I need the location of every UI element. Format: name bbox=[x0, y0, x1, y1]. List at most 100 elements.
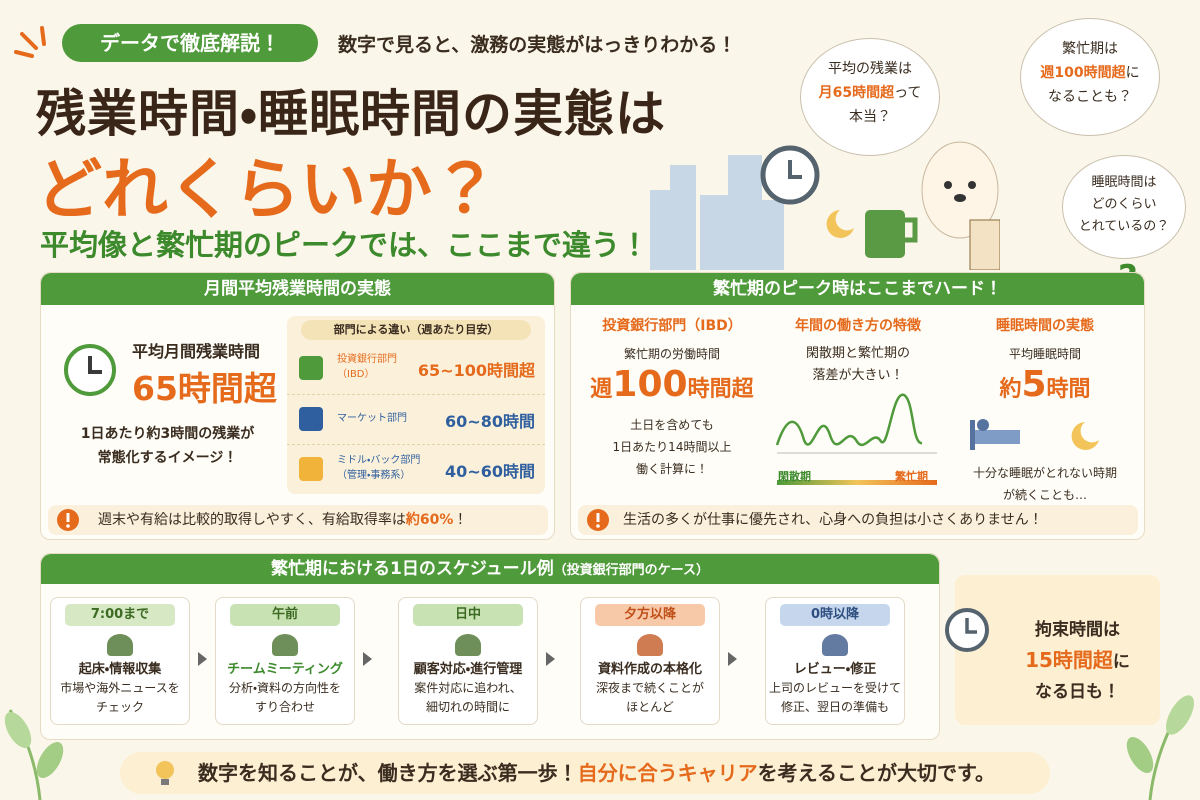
step-icon bbox=[822, 634, 848, 656]
illustration bbox=[650, 141, 1000, 270]
step-time: 午前 bbox=[230, 604, 340, 626]
value-suffix: 時間超 bbox=[687, 377, 754, 402]
bubble-text: とれているの？ bbox=[1078, 219, 1170, 234]
summary-text: なる日も！ bbox=[1035, 682, 1120, 702]
alert: 生活の多くが仕事に優先され、心身への負担は小さくありません！ bbox=[578, 505, 1138, 535]
step-head: 資料作成の本格化 bbox=[597, 662, 702, 677]
value-number: 100 bbox=[612, 364, 688, 405]
title-line1: 残業時間・睡眠時間の実態は bbox=[36, 85, 666, 143]
bubble-text: 睡眠時間は bbox=[1091, 175, 1157, 190]
note-line: 土日を含めても bbox=[630, 418, 714, 432]
step-line: 修正、翌日の準備も bbox=[780, 700, 889, 714]
step-time: 7:00まで bbox=[65, 604, 175, 626]
footer: 数字を知ることが、働き方を選ぶ第一歩！自分に合うキャリアを考えることが大切です。 bbox=[120, 752, 1050, 794]
dept-name: ミドル・バック部門 （管理・事務系） bbox=[337, 453, 420, 483]
step-head: 起床・情報収集 bbox=[78, 662, 162, 677]
step-icon bbox=[637, 634, 663, 656]
schedule-step: 7:00まで 起床・情報収集 市場や海外ニュースを チェック bbox=[50, 597, 190, 725]
step-line: 深夜まで続くことが bbox=[595, 681, 704, 695]
dept-name-main: ミドル・バック部門 bbox=[337, 455, 421, 466]
bubble-text: 平均の残業は bbox=[828, 61, 912, 77]
value-number: 5 bbox=[1021, 364, 1047, 405]
stat-note: 1日あたり約3時間の残業が 常態化するイメージ！ bbox=[55, 422, 280, 470]
bubble-text: 月65時間超って bbox=[801, 81, 939, 105]
step-line: チェック bbox=[95, 700, 144, 714]
schedule-step: 0時以降 レビュー・修正 上司のレビューを受けて 修正、翌日の準備も bbox=[765, 597, 905, 725]
dept-name-main: マーケット部門 bbox=[337, 413, 407, 424]
dept-range: 60~80時間 bbox=[445, 412, 535, 431]
alert-text: ！ bbox=[453, 512, 468, 528]
alert-highlight: 約60% bbox=[405, 512, 454, 528]
step-line: すり合わせ bbox=[254, 700, 315, 714]
bulb-icon bbox=[156, 761, 174, 785]
step-arrow bbox=[198, 652, 207, 666]
dept-name-sub: （IBD） bbox=[337, 369, 375, 380]
step-line: 上司のレビューを受けて bbox=[768, 681, 901, 695]
alert-icon bbox=[587, 509, 609, 531]
summary-text: 拘束時間は bbox=[1035, 620, 1120, 640]
footer-text: 数字を知ることが、働き方を選ぶ第一歩！ bbox=[198, 761, 578, 785]
note-line: 働く計算に！ bbox=[635, 462, 708, 476]
step-icon bbox=[107, 634, 133, 656]
column-heading: 睡眠時間の実態 bbox=[996, 318, 1094, 334]
sleep-icons bbox=[970, 419, 1099, 450]
wave-graphic bbox=[775, 393, 937, 485]
step-time: 夕方以降 bbox=[595, 604, 705, 626]
dept-range: 65~100時間超 bbox=[417, 361, 535, 380]
value-suffix: 時間 bbox=[1046, 377, 1091, 402]
subtitle: 平均像と繁忙期のピークでは、ここまで違う！ bbox=[40, 228, 650, 262]
step-arrow bbox=[363, 652, 372, 666]
speech-bubble: 繁忙期は 週100時間超に なることも？ bbox=[1020, 18, 1160, 136]
bubble-highlight: 月65時間超 bbox=[818, 85, 895, 101]
note-line: 十分な睡眠がとれない時期 bbox=[972, 466, 1117, 480]
bubble-text: 繁忙期は bbox=[1062, 41, 1118, 57]
summary-text: に bbox=[1112, 652, 1130, 672]
dept-name: マーケット部門 bbox=[337, 411, 407, 426]
dept-icon bbox=[299, 457, 323, 481]
step-icon bbox=[272, 634, 298, 656]
panel-title: 月間平均残業時間の実態 bbox=[41, 273, 554, 305]
dept-icon bbox=[299, 356, 323, 380]
clock-icon bbox=[64, 344, 116, 396]
speech-bubble: 平均の残業は 月65時間超って 本当？ bbox=[800, 38, 940, 156]
step-line: ほとんど bbox=[626, 700, 674, 714]
column-heading: 年間の働き方の特徴 bbox=[795, 318, 921, 334]
schedule-step: 夕方以降資料作成の本格化 深夜まで続くことが ほとんど bbox=[580, 597, 720, 725]
step-icon bbox=[455, 634, 481, 656]
leaf-decoration bbox=[1126, 695, 1194, 800]
summary-highlight: 15時間超 bbox=[1025, 648, 1113, 672]
footer-highlight: 自分に合うキャリア bbox=[577, 761, 758, 785]
stat-label: 平均月間残業時間 bbox=[132, 342, 261, 361]
note-line: 落差が大きい！ bbox=[812, 368, 904, 383]
bubble-highlight: 週100時間超 bbox=[1040, 65, 1126, 81]
year-column: 年間の働き方の特徴 閑散期と繁忙期の 落差が大きい！ bbox=[768, 315, 948, 387]
dept-row: ミドル・バック部門 （管理・事務系） 40~60時間 bbox=[287, 444, 545, 494]
dept-name-main: 投資銀行部門 bbox=[337, 354, 397, 365]
alert-text: 週末や有給は比較的取得しやすく、有給取得率は bbox=[98, 512, 406, 528]
note-line: が続くことも… bbox=[1002, 488, 1087, 502]
step-arrow bbox=[546, 652, 555, 666]
step-line: 細切れの時間に bbox=[425, 700, 510, 714]
step-line: 案件対応に追われ、 bbox=[414, 681, 522, 695]
dept-name: 投資銀行部門 （IBD） bbox=[337, 352, 397, 382]
dept-range: 40~60時間 bbox=[445, 462, 535, 481]
summary-text: 15時間超に bbox=[995, 645, 1160, 677]
note-line: 1日あたり14時間以上 bbox=[612, 440, 732, 454]
dept-list: 投資銀行部門 （IBD） 65~100時間超マーケット部門 60~80時間ミドル・バッ… bbox=[287, 344, 545, 494]
stat-label: 繁忙期の労働時間 bbox=[623, 347, 720, 361]
dept-box: 部門による違い（週あたり目安） 投資銀行部門 （IBD） 65~100時間超 マーケッ… bbox=[287, 316, 545, 494]
stat-value: 65時間超 bbox=[132, 369, 277, 408]
leaf-decoration bbox=[4, 709, 64, 800]
dept-name-sub: （管理・事務系） bbox=[337, 470, 411, 481]
sparkle-icon bbox=[14, 26, 46, 58]
note-line: 常態化するイメージ！ bbox=[97, 450, 238, 466]
note-line: 閑散期と繁忙期の bbox=[805, 346, 910, 361]
peak-panel: 繁忙期のピーク時はここまでハード！ bbox=[570, 272, 1145, 540]
step-time: 0時以降 bbox=[780, 604, 890, 626]
bubble-text: 本当？ bbox=[849, 109, 891, 125]
alert: 週末や有給は比較的取得しやすく、有給取得率は約60%！ bbox=[48, 505, 548, 535]
alert-icon bbox=[57, 509, 79, 531]
note-line: 1日あたり約3時間の残業が bbox=[80, 426, 255, 442]
speech-bubble: 睡眠時間は どのくらい とれているの？ bbox=[1062, 155, 1186, 259]
